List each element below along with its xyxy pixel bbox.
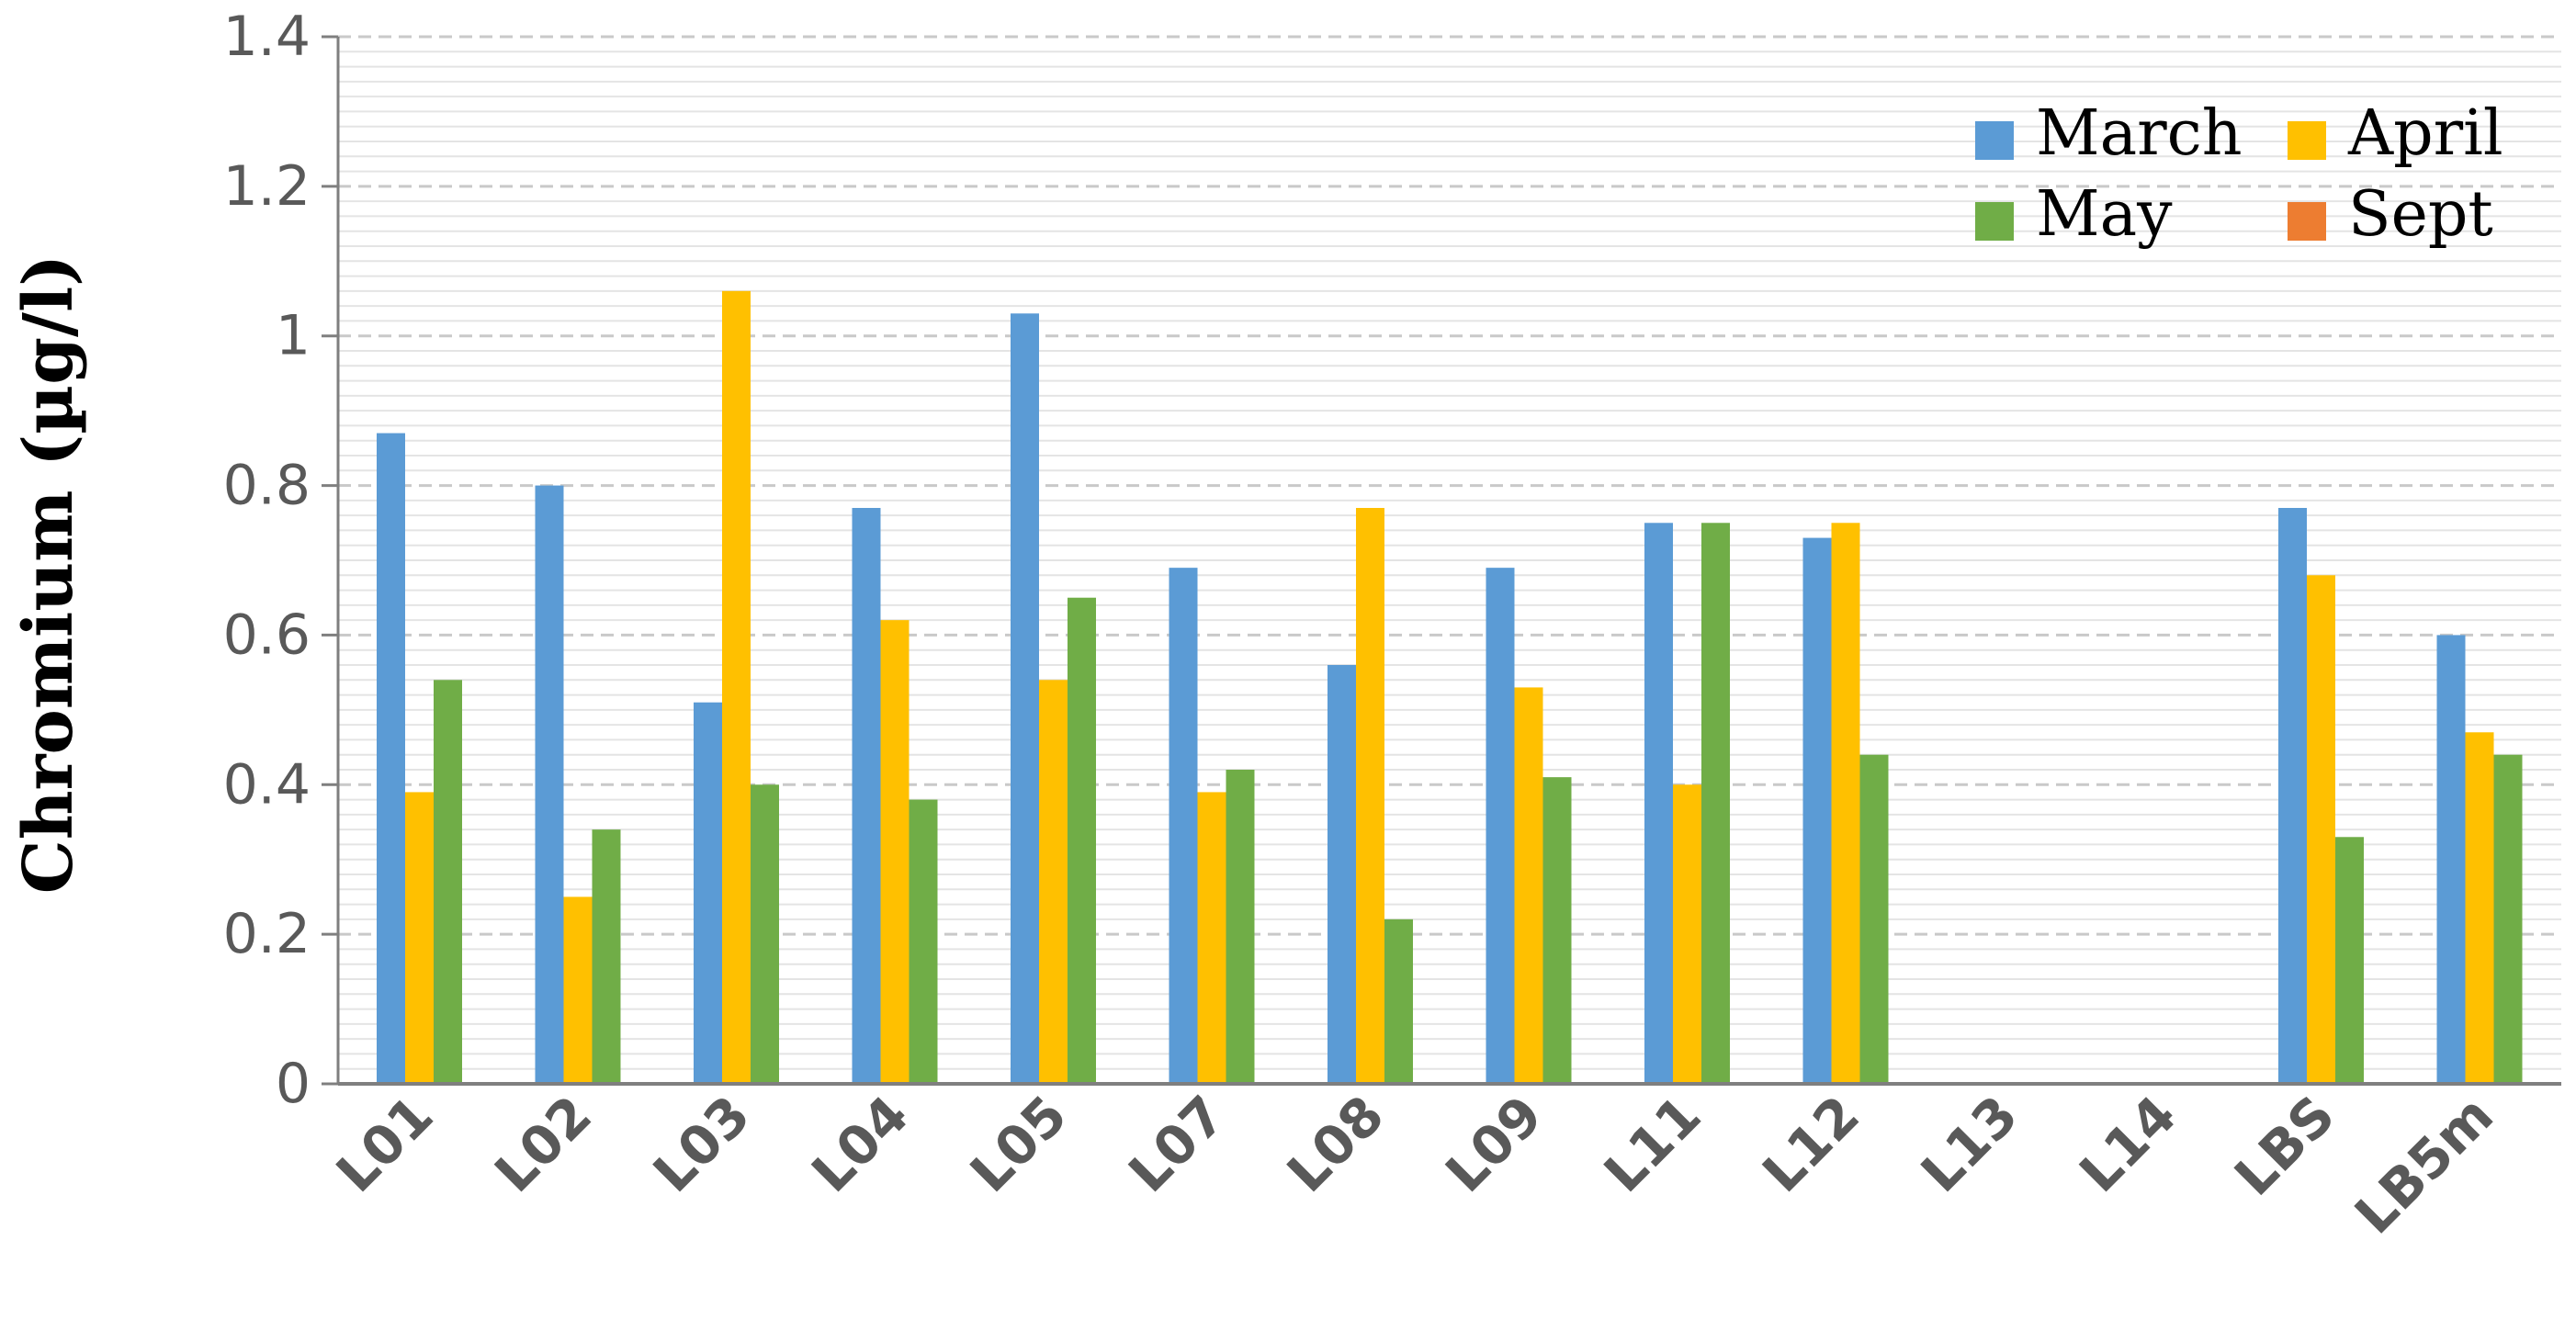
bar-march-lbs	[2278, 508, 2307, 1084]
legend-label-april: April	[2347, 97, 2503, 170]
bar-april-l11	[1673, 784, 1701, 1084]
bar-april-l05	[1039, 680, 1068, 1084]
legend-label-may: May	[2036, 178, 2173, 251]
bar-may-lbs	[2335, 837, 2364, 1084]
bar-march-l02	[535, 485, 564, 1084]
bar-march-l08	[1328, 665, 1356, 1084]
y-tick-label: 1.4	[223, 5, 311, 69]
legend-swatch-may	[1975, 202, 2014, 241]
legend-swatch-march	[1975, 121, 2014, 160]
bar-may-l04	[909, 799, 938, 1084]
bar-april-l02	[563, 896, 593, 1084]
bar-march-l01	[377, 433, 405, 1085]
x-tick-label: L01	[324, 1084, 445, 1204]
bar-march-l03	[694, 702, 722, 1084]
y-tick-label: 1	[276, 304, 311, 368]
x-tick-label: L09	[1434, 1084, 1554, 1204]
y-tick-label: 0	[276, 1052, 311, 1116]
legend-swatch-sept	[2288, 202, 2326, 241]
bar-april-lb5m	[2465, 732, 2494, 1084]
x-tick-labels: L01 L02 L03 L04 L05 L07 L08 L09 L11 L12 L13 L14 LBSL…	[324, 1084, 2505, 1246]
bar-may-l12	[1859, 754, 1889, 1084]
bar-march-l09	[1486, 568, 1515, 1084]
bar-april-l04	[880, 620, 910, 1084]
bar-may-l05	[1068, 597, 1096, 1084]
x-tick-label: LB5m	[2343, 1084, 2505, 1246]
bar-march-l05	[1011, 313, 1039, 1084]
y-axis-label: Chromium (µg/l)	[9, 254, 88, 894]
bar-april-l01	[405, 792, 434, 1084]
bar-march-l11	[1644, 523, 1673, 1084]
bar-april-lbs	[2307, 575, 2335, 1084]
x-tick-label: L04	[800, 1084, 921, 1204]
bar-march-l12	[1802, 537, 1832, 1084]
legend-swatch-april	[2288, 121, 2326, 160]
bar-march-l04	[852, 508, 881, 1084]
x-tick-label: L13	[1909, 1084, 2029, 1204]
x-tick-label: L11	[1592, 1084, 1712, 1204]
bar-may-l02	[592, 829, 621, 1084]
bar-april-l12	[1831, 523, 1860, 1084]
legend-label-sept: Sept	[2348, 178, 2493, 251]
y-tick-label: 0.8	[223, 454, 311, 518]
bar-april-l07	[1197, 792, 1226, 1084]
legend: March April May Sept	[1975, 97, 2503, 251]
bar-may-l09	[1542, 777, 1572, 1084]
x-tick-label: LBS	[2222, 1084, 2346, 1208]
bar-april-l03	[722, 290, 751, 1084]
bar-may-l01	[434, 680, 462, 1084]
x-tick-label: L07	[1117, 1084, 1237, 1204]
bar-april-l08	[1356, 508, 1384, 1084]
x-tick-label: L05	[958, 1084, 1079, 1204]
bar-may-l11	[1701, 523, 1730, 1084]
bar-may-l03	[751, 784, 779, 1084]
axes	[336, 37, 2561, 1086]
bars	[377, 290, 2523, 1085]
x-tick-label: L03	[641, 1084, 762, 1204]
bar-may-l07	[1226, 770, 1255, 1084]
bar-may-l08	[1384, 919, 1413, 1084]
bar-march-l07	[1169, 568, 1198, 1084]
bar-may-lb5m	[2493, 754, 2523, 1084]
y-tick-labels: 0 0.2 0.4 0.6 0.8 1 1.2 1.4	[223, 5, 338, 1116]
y-tick-label: 0.2	[223, 902, 311, 966]
y-tick-label: 0.6	[223, 603, 311, 667]
bar-march-lb5m	[2436, 635, 2466, 1084]
bar-april-l09	[1514, 687, 1543, 1084]
y-tick-label: 0.4	[223, 752, 311, 817]
x-tick-label: L12	[1751, 1084, 1871, 1204]
legend-label-march: March	[2036, 97, 2243, 170]
x-tick-label: L08	[1275, 1084, 1395, 1204]
x-tick-label: L02	[483, 1084, 604, 1204]
x-tick-label: L14	[2068, 1084, 2188, 1204]
y-tick-label: 1.2	[223, 154, 311, 219]
grid-lines	[338, 35, 2561, 1070]
